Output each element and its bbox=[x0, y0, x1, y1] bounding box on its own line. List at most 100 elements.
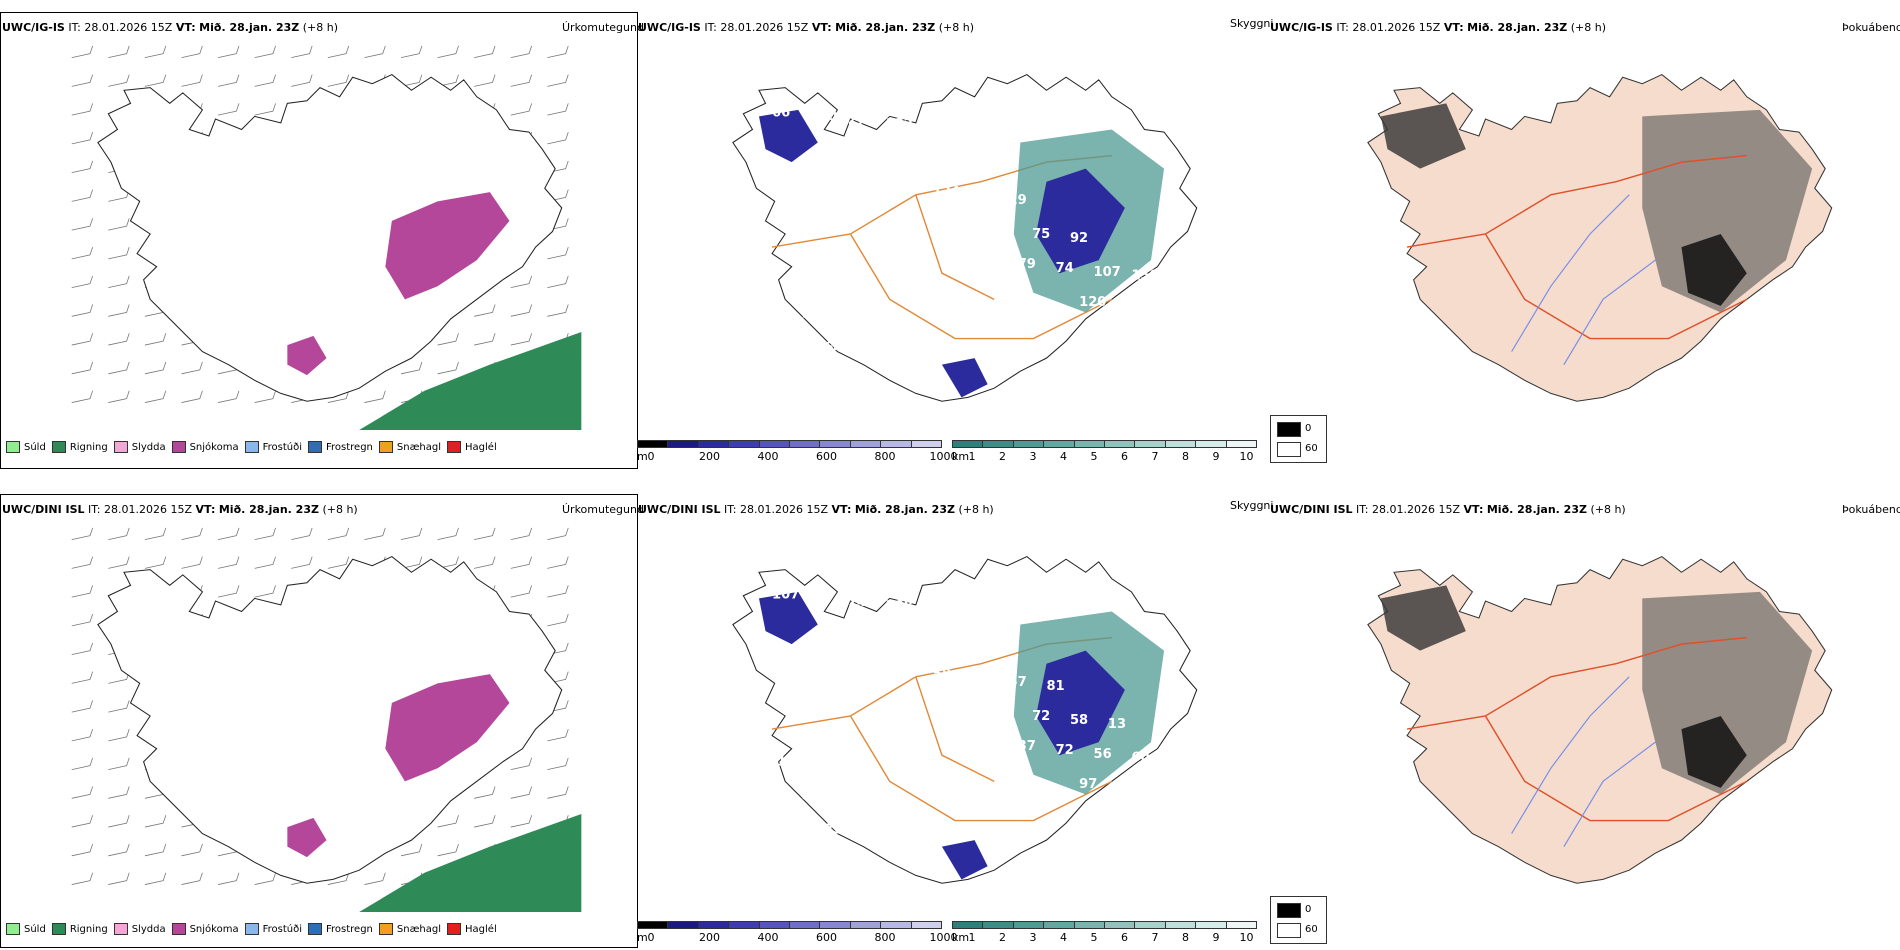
wind-barb bbox=[364, 45, 386, 58]
wind-barb bbox=[474, 74, 496, 87]
wind-barb bbox=[217, 527, 240, 540]
scale-tick-label: 7 bbox=[1151, 931, 1159, 944]
wind-barb bbox=[108, 556, 130, 569]
wind-barb bbox=[364, 390, 386, 403]
ceiling-value-label: 19 bbox=[1141, 333, 1159, 348]
wind-barb bbox=[144, 527, 167, 540]
scale-color-step bbox=[1044, 921, 1075, 929]
wind-barb bbox=[108, 872, 130, 885]
wind-barb bbox=[547, 585, 569, 598]
scale-color-step bbox=[698, 921, 730, 929]
precip-legend-swatch bbox=[113, 441, 128, 453]
scale-color-step bbox=[1165, 921, 1197, 929]
wind-barb bbox=[181, 361, 203, 375]
wind-barb bbox=[71, 527, 94, 540]
wind-barb bbox=[400, 556, 423, 569]
scale-color-step bbox=[983, 921, 1014, 929]
wind-barb bbox=[254, 872, 276, 885]
wind-barb bbox=[144, 333, 167, 346]
scale-tick-label: 3 bbox=[1029, 450, 1037, 463]
snow-area bbox=[385, 674, 510, 782]
precip-legend-item: Slydda bbox=[113, 441, 166, 453]
scale-color-step bbox=[952, 921, 984, 929]
scale-color-step bbox=[1196, 440, 1227, 448]
precip-map-top bbox=[71, 45, 582, 430]
wind-barb bbox=[108, 218, 130, 231]
wind-barb bbox=[364, 527, 386, 540]
ceiling-value-label: 90 bbox=[833, 625, 851, 640]
scale-tick-label: 6 bbox=[1121, 931, 1128, 944]
precip-legend-item: Súld bbox=[6, 923, 46, 935]
wind-barb bbox=[327, 390, 350, 403]
wind-barb bbox=[144, 361, 167, 375]
ceiling-value-label: 74 bbox=[1056, 261, 1074, 276]
wind-barb bbox=[71, 304, 94, 317]
scale-color-step bbox=[1165, 440, 1197, 448]
wind-barb bbox=[71, 74, 94, 87]
ceiling-value-label: 534 bbox=[900, 830, 927, 845]
wind-barb bbox=[510, 333, 533, 346]
precip-legend-label: Haglél bbox=[465, 923, 497, 935]
scale-color-step bbox=[729, 440, 760, 448]
wind-barb bbox=[400, 45, 423, 58]
scale-tick-label: 800 bbox=[874, 450, 896, 463]
ceiling-value-label: 118 bbox=[871, 629, 898, 644]
wind-barb bbox=[108, 275, 130, 288]
wind-barb bbox=[437, 527, 459, 540]
wind-barb bbox=[108, 757, 130, 770]
scale-color-step bbox=[1135, 440, 1166, 448]
ceiling-value-label: 298 bbox=[886, 599, 913, 614]
fog-key-swatch-60 bbox=[1277, 923, 1301, 938]
wind-barb bbox=[217, 103, 240, 116]
scale-color-step bbox=[952, 440, 984, 448]
precip-legend-swatch bbox=[447, 923, 462, 935]
ceiling-value-label: 150 bbox=[1131, 269, 1158, 284]
ceiling-value-label: 104 bbox=[871, 147, 898, 162]
low-ceiling-area bbox=[759, 591, 818, 645]
wind-barb bbox=[181, 556, 203, 569]
fog-area bbox=[1380, 103, 1466, 169]
wind-barb bbox=[291, 556, 313, 569]
wind-barb bbox=[254, 74, 276, 87]
ceiling-value-label: 37 bbox=[1018, 739, 1036, 754]
precip-legend-swatch bbox=[6, 923, 20, 935]
ceiling-value-label: 306 bbox=[924, 603, 951, 618]
wind-barb bbox=[547, 613, 569, 627]
fog-key-top: 0 60 bbox=[1270, 415, 1327, 463]
wind-barb bbox=[71, 160, 94, 173]
wind-barb bbox=[474, 815, 496, 828]
ceiling-value-label: 183 bbox=[947, 637, 974, 652]
precip-legend-label: Frostúði bbox=[262, 441, 302, 453]
wind-barb bbox=[71, 333, 94, 346]
ceiling-value-label: 85 bbox=[994, 223, 1012, 238]
wind-barb bbox=[71, 843, 94, 857]
wind-barb bbox=[71, 700, 94, 713]
scale-tick-label: 3 bbox=[1029, 931, 1037, 944]
wind-barb bbox=[437, 333, 459, 346]
ceiling-title-top: UWC/IG-IS IT: 28.01.2026 15Z VT: Mið. 28… bbox=[638, 21, 975, 34]
wind-barb bbox=[71, 275, 94, 288]
scale-color-step bbox=[1196, 921, 1227, 929]
low-ceiling-area bbox=[1036, 168, 1125, 274]
scale-color-step bbox=[759, 921, 791, 929]
fog-map-bottom bbox=[1367, 555, 1833, 884]
precip-panel-bottom bbox=[0, 494, 638, 948]
wind-barb bbox=[327, 872, 350, 885]
precip-legend-label: Snæhagl bbox=[396, 923, 442, 935]
wind-barb bbox=[364, 872, 386, 885]
scale-tick-label: 1000 bbox=[929, 450, 958, 463]
ceiling-scale-bottom-unit: m bbox=[637, 931, 648, 944]
scale-tick-label: 2 bbox=[999, 931, 1006, 944]
ceiling-value-label: 238 bbox=[1141, 815, 1168, 830]
ceiling-scale-bottom bbox=[637, 921, 943, 929]
ceiling-value-label: 38 bbox=[895, 663, 913, 678]
precip-title-bottom: UWC/DINI ISL IT: 28.01.2026 15Z VT: Mið.… bbox=[2, 503, 358, 516]
wind-barb bbox=[108, 390, 130, 403]
wind-barb bbox=[71, 218, 94, 231]
wind-barb bbox=[400, 361, 423, 375]
wind-barb bbox=[510, 103, 533, 116]
ceiling-value-label: 66 bbox=[772, 105, 790, 120]
scale-color-step bbox=[637, 921, 669, 929]
wind-barb bbox=[547, 757, 569, 770]
ceiling-value-label: 124 bbox=[933, 185, 960, 200]
